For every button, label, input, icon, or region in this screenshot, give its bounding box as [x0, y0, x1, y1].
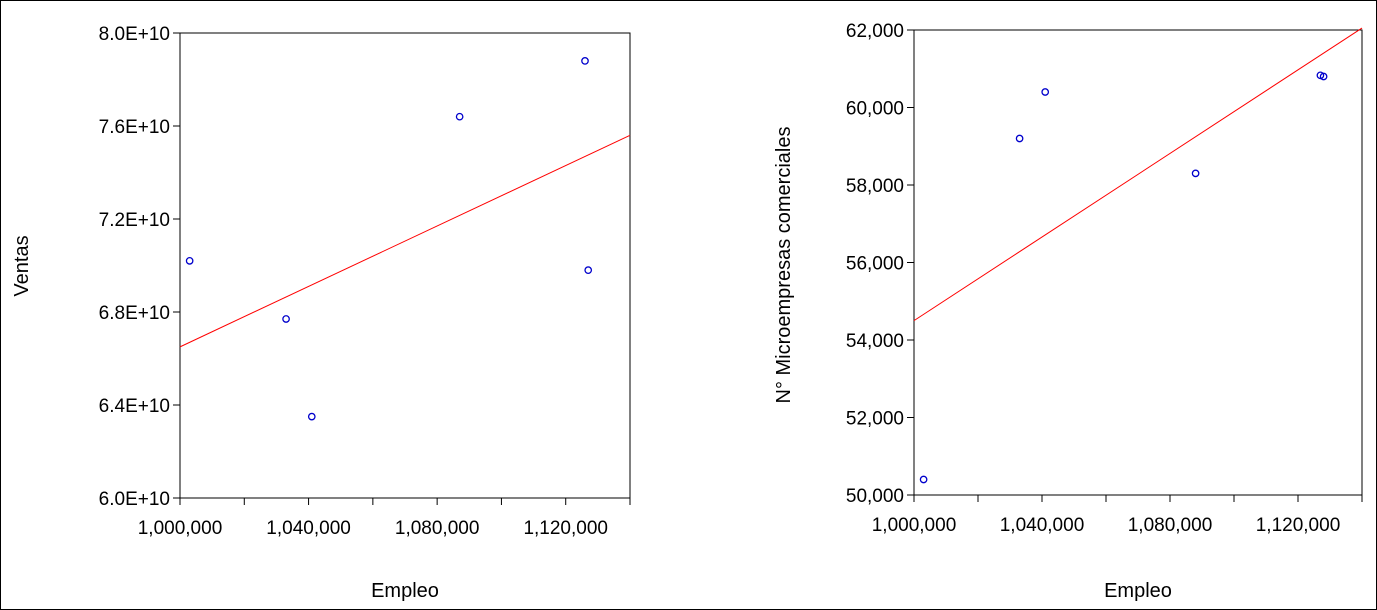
- chart1-data-point: [185, 256, 194, 265]
- chart2-x-tick-label: 1,080,000: [1128, 515, 1213, 536]
- chart1-regression-line: [179, 134, 631, 348]
- chart2-y-tick-label: 50,000: [846, 486, 904, 507]
- chart1-x-tick-label: 1,040,000: [266, 518, 351, 539]
- chart1-y-tick-label: 6.0E+10: [99, 489, 170, 510]
- chart1-y-tick-label: 7.2E+10: [99, 210, 170, 231]
- chart2-y-tick-label: 62,000: [846, 21, 904, 42]
- chart1-plot-area: [179, 32, 631, 499]
- chart2-data-point: [919, 475, 928, 484]
- chart1-y-tick-label: 6.4E+10: [99, 396, 170, 417]
- chart1-data-point: [282, 315, 290, 323]
- chart1-y-tick-label: 8.0E+10: [99, 24, 170, 45]
- chart1-data-point: [581, 57, 589, 65]
- chart2-plot-area: [913, 29, 1363, 496]
- chart2-x-tick-label: 1,120,000: [1256, 515, 1341, 536]
- chart1-x-tick-label: 1,080,000: [395, 518, 480, 539]
- chart2-regression-line: [913, 27, 1363, 322]
- chart1-x-tick-label: 1,000,000: [138, 518, 223, 539]
- chart2-y-tick-label: 54,000: [846, 331, 904, 352]
- chart1-y-tick-label: 7.6E+10: [99, 117, 170, 138]
- chart2-y-axis-label: N° Microempresas comerciales: [773, 127, 795, 404]
- chart2-data-point: [1015, 134, 1024, 143]
- chart1-y-tick-label: 6.8E+10: [99, 303, 170, 324]
- chart2-y-tick-label: 56,000: [846, 254, 904, 275]
- chart2-x-tick-label: 1,000,000: [872, 515, 957, 536]
- chart2-y-tick-label: 58,000: [846, 176, 904, 197]
- chart2-x-tick-label: 1,040,000: [1000, 515, 1085, 536]
- chart1-data-point: [307, 412, 316, 421]
- chart1-data-point: [584, 266, 593, 274]
- chart1-y-axis-label: Ventas: [11, 235, 33, 296]
- chart1-data-point: [455, 112, 464, 121]
- chart2-y-tick-label: 60,000: [846, 99, 904, 120]
- chart1-x-tick-label: 1,120,000: [523, 518, 608, 539]
- chart2-data-point: [1319, 72, 1328, 81]
- chart2-x-axis-label: Empleo: [1104, 580, 1172, 602]
- chart2-y-tick-label: 52,000: [846, 409, 904, 430]
- chart2-data-point: [1191, 169, 1200, 178]
- chart2-data-point: [1041, 88, 1050, 96]
- chart1-x-axis-label: Empleo: [371, 580, 439, 602]
